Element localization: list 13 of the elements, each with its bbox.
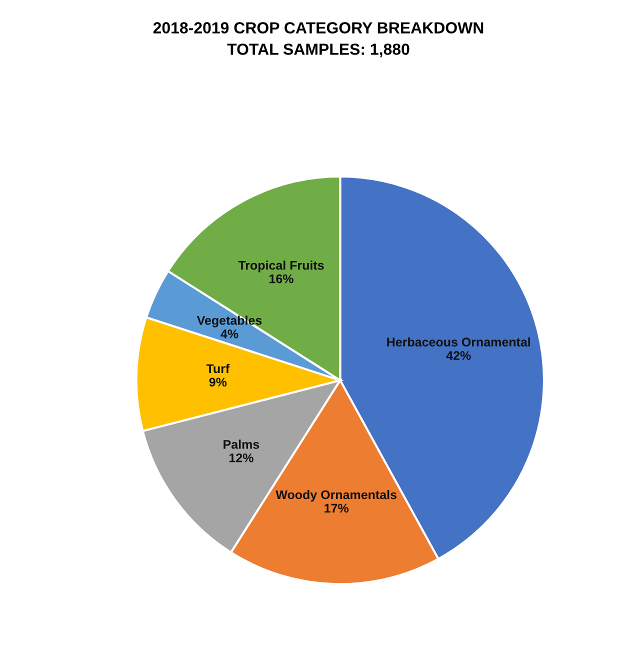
chart-title: 2018-2019 CROP CATEGORY BREAKDOWN [153, 22, 484, 34]
data-label: 9% [209, 378, 227, 387]
data-label: 4% [220, 330, 238, 338]
slice-label: Herbaceous Ornamental [387, 337, 530, 347]
data-label: 12% [229, 453, 254, 462]
data-label: 17% [324, 504, 348, 513]
data-label: 42% [446, 351, 471, 360]
slice-label: Turf [206, 364, 230, 374]
slice-label: Tropical Fruits [238, 260, 324, 272]
data-label: 16% [270, 274, 294, 284]
chart-subtitle: TOTAL SAMPLES: 1,880 [227, 44, 410, 58]
slice-label: Palms [224, 440, 260, 449]
slice-label: Woody Ornamentals [276, 490, 396, 502]
